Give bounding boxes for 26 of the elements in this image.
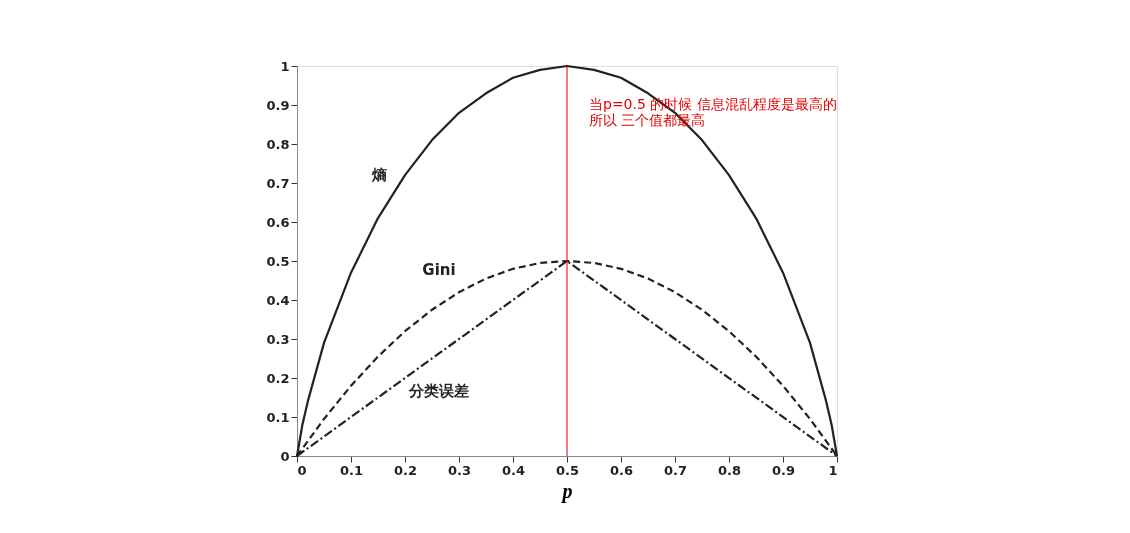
- x-tick-label: 1: [828, 462, 838, 478]
- x-tick-label: 0.3: [447, 462, 472, 478]
- x-tick-label: 0.2: [393, 462, 418, 478]
- y-tick-label: 0.9: [266, 97, 290, 113]
- y-tick-label: 0.2: [266, 370, 290, 386]
- x-tick-label: 0: [297, 462, 307, 478]
- y-tick-label: 0.5: [266, 253, 290, 269]
- y-tick-label: 1: [280, 58, 290, 74]
- x-tick-label: 0.4: [501, 462, 526, 478]
- y-tick-label: 0.6: [266, 214, 290, 230]
- series-label: 熵: [370, 166, 387, 185]
- series-label: Gini: [422, 261, 456, 280]
- x-tick-label: 0.5: [555, 462, 580, 478]
- x-tick-label: 0.8: [717, 462, 742, 478]
- x-tick-label: 0.6: [609, 462, 634, 478]
- series-label: 分类误差: [408, 382, 469, 400]
- x-tick-label: 0.7: [663, 462, 688, 478]
- y-tick-label: 0: [280, 448, 290, 464]
- y-tick-label: 0.8: [266, 136, 290, 152]
- y-tick-label: 0.4: [266, 292, 290, 308]
- y-tick-label: 0.1: [266, 409, 290, 425]
- y-tick-label: 0.3: [266, 331, 290, 347]
- x-axis-title: p: [560, 479, 573, 503]
- x-tick-label: 0.1: [339, 462, 364, 478]
- y-tick-label: 0.7: [266, 175, 290, 191]
- x-tick-label: 0.9: [771, 462, 796, 478]
